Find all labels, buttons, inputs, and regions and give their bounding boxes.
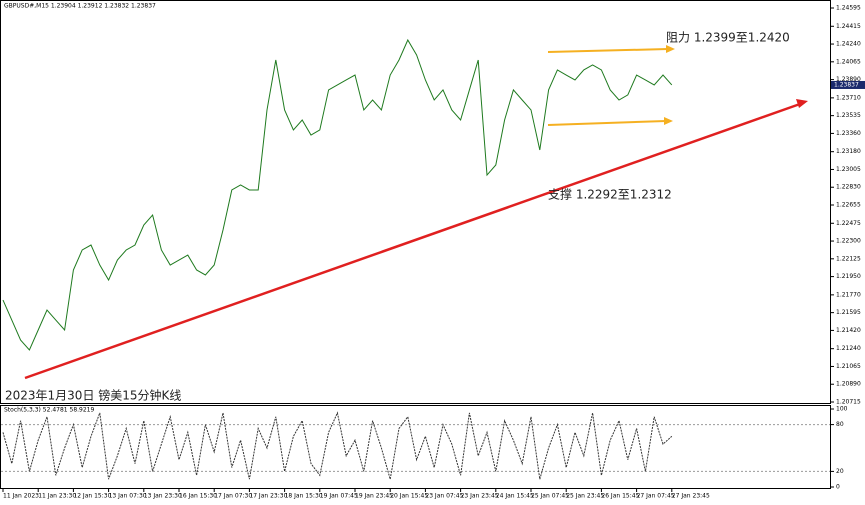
y-tick-label: 80 — [836, 421, 844, 428]
y-tick-label: 1.21770 — [836, 291, 861, 298]
support-line — [547, 120, 667, 126]
y-tick-label: 1.24595 — [836, 5, 861, 12]
x-tick-label: 23 Jan 07:45 — [425, 493, 463, 500]
y-tick-label: 1.23360 — [836, 130, 861, 137]
x-tick-label: 13 Jan 23:30 — [144, 493, 182, 500]
x-tick-label: 24 Jan 15:45 — [496, 493, 534, 500]
y-tick-label: 1.23005 — [836, 166, 861, 173]
x-tick-label: 27 Jan 07:45 — [637, 493, 675, 500]
y-tick-label: 1.22300 — [836, 238, 861, 245]
y-tick-label: 1.22830 — [836, 184, 861, 191]
y-tick-label: 1.22125 — [836, 255, 861, 262]
y-tick-label: 1.21065 — [836, 363, 861, 370]
y-tick-label: 1.24065 — [836, 58, 861, 65]
x-tick-label: 20 Jan 15:45 — [390, 493, 428, 500]
x-tick-label: 23 Jan 23:45 — [461, 493, 499, 500]
price-label: 1.23837 — [834, 81, 859, 88]
stoch-title: Stoch(5,3,3) 52.4781 58.9219 — [4, 407, 95, 414]
x-tick-label: 26 Jan 15:45 — [601, 493, 639, 500]
y-tick-label: 1.23710 — [836, 94, 861, 101]
x-tick-label: 18 Jan 15:30 — [285, 493, 323, 500]
x-tick-label: 19 Jan 23:45 — [355, 493, 393, 500]
x-tick-label: 25 Jan 07:45 — [531, 493, 569, 500]
y-tick-label: 1.20890 — [836, 381, 861, 388]
annotation: 支撑 1.2292至1.2312 — [548, 187, 672, 202]
series-line — [2, 38, 673, 351]
y-tick-label: 1.21420 — [836, 327, 861, 334]
x-tick-label: 17 Jan 23:30 — [249, 493, 287, 500]
y-tick-label: 1.24415 — [836, 23, 861, 30]
price-tag — [831, 80, 865, 89]
annotation: 2023年1月30日 镑美15分钟K线 — [5, 388, 181, 403]
y-tick-label: 1.23535 — [836, 112, 861, 119]
chart-title: GBPUSD#,M15 1.23904 1.23912 1.23832 1.23… — [4, 3, 156, 10]
x-tick-label: 16 Jan 15:30 — [179, 493, 217, 500]
arrow-head — [666, 45, 675, 53]
x-tick-label: 11 Jan 2023 — [3, 493, 39, 500]
x-tick-label: 11 Jan 23:30 — [38, 493, 76, 500]
y-tick-label: 1.23890 — [836, 76, 861, 83]
y-tick-label: 1.22655 — [836, 202, 861, 209]
series-line — [2, 411, 673, 480]
y-tick-label: 1.21950 — [836, 273, 861, 280]
arrow-head — [796, 99, 808, 108]
x-tick-label: 27 Jan 23:45 — [672, 493, 710, 500]
y-tick-label: 1.22475 — [836, 220, 861, 227]
x-tick-label: 25 Jan 23:45 — [566, 493, 604, 500]
arrow-head — [664, 117, 673, 125]
x-tick-label: 13 Jan 07:30 — [109, 493, 147, 500]
y-tick-label: 0 — [836, 484, 840, 491]
annotation: 阻力 1.2399至1.2420 — [666, 31, 790, 45]
y-tick-label: 1.23180 — [836, 148, 861, 155]
y-tick-label: 1.21595 — [836, 309, 861, 316]
y-tick-label: 1.24240 — [836, 41, 861, 48]
y-tick-label: 1.21240 — [836, 345, 861, 352]
resistance-line — [547, 48, 669, 53]
main-panel — [0, 0, 831, 404]
x-tick-label: 19 Jan 07:45 — [320, 493, 358, 500]
support-trend-line — [24, 102, 801, 380]
y-tick-label: 20 — [836, 468, 844, 475]
x-tick-label: 17 Jan 07:30 — [214, 493, 252, 500]
y-tick-label: 100 — [836, 406, 848, 413]
x-tick-label: 12 Jan 15:30 — [73, 493, 111, 500]
y-tick-label: 1.20715 — [836, 399, 861, 406]
stoch-panel — [0, 405, 831, 489]
